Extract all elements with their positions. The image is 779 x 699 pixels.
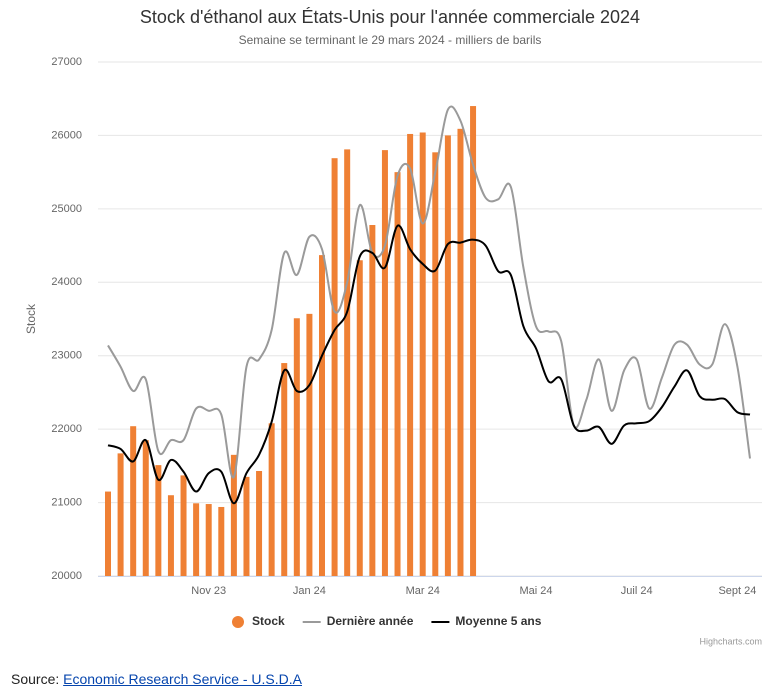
x-tick-label: Sept 24	[718, 585, 756, 597]
bar	[344, 149, 351, 576]
y-axis-label: Stock	[24, 303, 38, 334]
y-tick-label: 21000	[51, 496, 82, 508]
source-label: Source:	[11, 671, 60, 687]
bar	[356, 260, 363, 576]
y-tick-label: 24000	[51, 276, 82, 288]
bar	[306, 313, 313, 576]
bar	[205, 504, 212, 576]
legend-item[interactable]: Dernière année	[302, 614, 414, 628]
legend-label: Stock	[252, 614, 285, 628]
bar	[256, 470, 263, 576]
y-tick-label: 25000	[51, 203, 82, 215]
credits: Highcharts.com	[699, 636, 762, 646]
x-tick-label: Mai 24	[519, 585, 552, 597]
chart-title: Stock d'éthanol aux États-Unis pour l'an…	[140, 7, 640, 27]
y-tick-label: 27000	[51, 56, 82, 68]
y-tick-label: 26000	[51, 129, 82, 141]
bar	[193, 503, 200, 576]
bar	[218, 506, 225, 576]
bar	[281, 363, 288, 576]
x-tick-label: Mar 24	[406, 585, 440, 597]
bar	[268, 423, 275, 576]
bar	[394, 172, 401, 576]
bar	[457, 128, 464, 576]
bar	[117, 453, 124, 576]
bar	[293, 318, 300, 576]
y-tick-label: 23000	[51, 350, 82, 362]
bar	[470, 106, 477, 577]
bar	[155, 465, 162, 576]
bar	[230, 454, 237, 576]
bar	[381, 150, 388, 576]
legend-label: Moyenne 5 ans	[455, 614, 541, 628]
bar	[444, 135, 451, 576]
legend-item[interactable]: Moyenne 5 ans	[431, 614, 542, 628]
bar	[432, 152, 439, 576]
chart: Stock d'éthanol aux États-Unis pour l'an…	[24, 7, 762, 646]
bar	[180, 475, 187, 576]
bar	[419, 132, 426, 576]
legend-label: Dernière année	[327, 614, 414, 628]
line	[107, 105, 751, 479]
y-tick-label: 22000	[51, 423, 82, 435]
legend-symbol	[232, 616, 244, 628]
bar	[369, 225, 376, 577]
x-tick-label: Juil 24	[621, 585, 653, 597]
bar	[331, 158, 338, 577]
source: Source: Economic Research Service - U.S.…	[11, 671, 302, 687]
bar	[130, 426, 137, 576]
x-tick-label: Nov 23	[191, 585, 226, 597]
y-tick-label: 20000	[51, 570, 82, 582]
x-tick-label: Jan 24	[293, 585, 326, 597]
bar	[105, 491, 111, 576]
source-link[interactable]: Economic Research Service - U.S.D.A	[63, 671, 302, 687]
bar	[142, 440, 149, 576]
chart-subtitle: Semaine se terminant le 29 mars 2024 - m…	[239, 33, 542, 47]
bar	[319, 255, 325, 577]
bar	[167, 495, 174, 576]
bar	[407, 133, 414, 576]
legend-item[interactable]: Stock	[232, 614, 285, 628]
line	[107, 224, 751, 505]
bar	[243, 476, 250, 576]
